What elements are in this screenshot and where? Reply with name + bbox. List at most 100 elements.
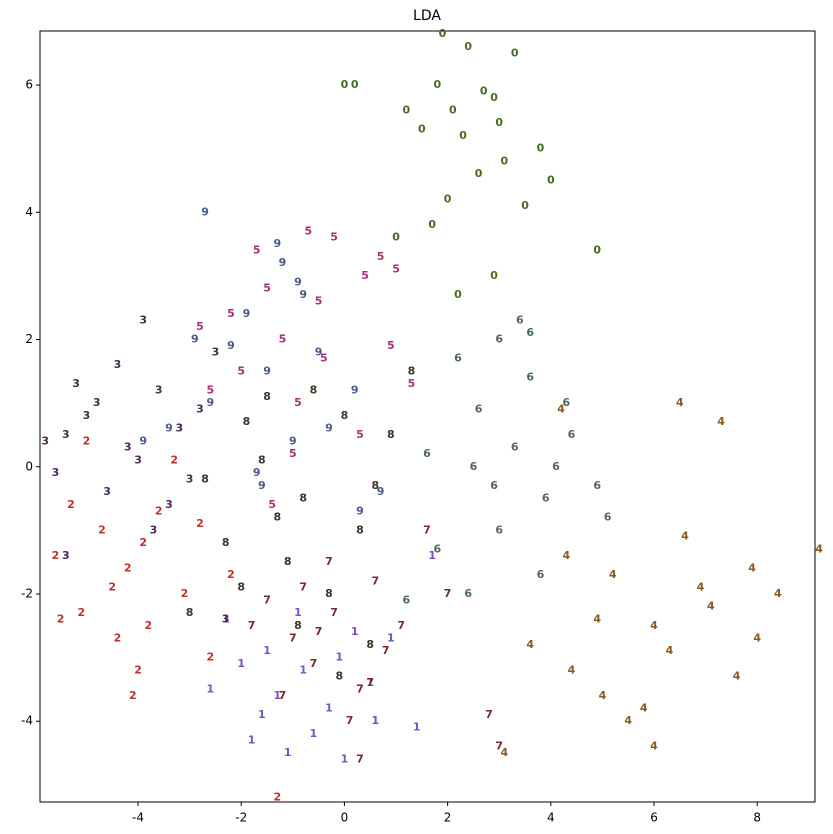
point-label: 4: [562, 549, 570, 562]
point-label: 8: [201, 472, 209, 485]
point-label: 4: [650, 740, 658, 753]
point-label: 1: [258, 708, 266, 721]
point-label: 6: [552, 460, 560, 473]
point-label: 8: [335, 670, 343, 683]
point-label: 0: [480, 84, 488, 97]
point-label: 7: [397, 619, 405, 632]
point-label: 5: [268, 498, 276, 511]
point-label: 4: [707, 600, 715, 613]
point-label: 4: [640, 701, 648, 714]
point-label: 0: [459, 129, 467, 142]
point-label: 6: [464, 587, 472, 600]
point-label: 0: [444, 193, 452, 206]
x-tick-label: 0: [341, 811, 349, 825]
point-label: 7: [366, 676, 374, 689]
point-label: 1: [310, 727, 318, 740]
point-label: 2: [274, 791, 282, 804]
point-label: 4: [774, 587, 782, 600]
point-label: 2: [206, 651, 214, 664]
point-label: 3: [155, 383, 163, 396]
y-tick-label: 2: [25, 332, 33, 346]
point-label: 9: [351, 383, 359, 396]
point-label: 2: [83, 434, 91, 447]
y-tick-label: 0: [25, 459, 33, 473]
chart-title: LDA: [413, 8, 441, 24]
point-label: 4: [650, 619, 658, 632]
point-label: 0: [521, 199, 529, 212]
point-label: 3: [134, 453, 142, 466]
point-label: 9: [243, 307, 251, 320]
point-label: 3: [62, 549, 70, 562]
point-label: 0: [418, 123, 426, 136]
point-label: 5: [304, 224, 312, 237]
point-label: 6: [454, 352, 462, 365]
point-label: 7: [495, 740, 503, 753]
point-label: 6: [526, 371, 534, 384]
point-label: 4: [557, 403, 565, 416]
point-label: 5: [206, 383, 214, 396]
point-label: 1: [299, 663, 307, 676]
point-label: 4: [717, 415, 725, 428]
point-label: 4: [666, 644, 674, 657]
point-label: 8: [263, 390, 271, 403]
point-label: 8: [310, 383, 318, 396]
y-tick-label: -2: [21, 586, 33, 600]
point-label: 9: [258, 479, 266, 492]
point-label: 6: [403, 593, 411, 606]
point-label: 5: [253, 243, 261, 256]
point-label: 5: [320, 352, 328, 365]
point-label: 6: [433, 542, 441, 555]
point-label: 8: [356, 523, 364, 536]
point-label: 8: [274, 511, 282, 524]
point-label: 0: [433, 78, 441, 91]
point-label: 5: [408, 377, 416, 390]
point-label: 5: [294, 396, 302, 409]
point-label: 3: [93, 396, 101, 409]
point-label: 3: [175, 422, 183, 435]
point-label: 2: [181, 587, 189, 600]
point-label: 6: [475, 403, 483, 416]
point-label: 3: [139, 313, 147, 326]
point-label: 8: [284, 555, 292, 568]
point-label: 6: [604, 511, 612, 524]
point-label: 7: [346, 714, 354, 727]
point-label: 5: [263, 282, 271, 295]
point-label: 7: [248, 619, 256, 632]
point-label: 1: [351, 625, 359, 638]
point-label: 0: [341, 78, 349, 91]
point-label: 6: [593, 479, 601, 492]
point-label: 5: [279, 333, 287, 346]
point-label: 6: [526, 326, 534, 339]
point-label: 2: [124, 562, 132, 575]
point-label: 6: [490, 479, 498, 492]
point-label: 2: [145, 619, 153, 632]
point-label: 7: [423, 523, 431, 536]
point-label: 0: [351, 78, 359, 91]
point-label: 8: [408, 364, 416, 377]
point-label: 8: [325, 587, 333, 600]
point-label: 9: [315, 345, 323, 358]
point-label: 8: [341, 409, 349, 422]
point-label: 4: [697, 581, 705, 594]
point-label: 8: [186, 606, 194, 619]
y-tick-label: 6: [25, 78, 33, 92]
point-label: 4: [568, 663, 576, 676]
point-label: 2: [196, 517, 204, 530]
point-label: 1: [335, 651, 343, 664]
point-label: 3: [150, 523, 158, 536]
point-label: 9: [274, 237, 282, 250]
point-label: 5: [392, 263, 400, 276]
point-label: 1: [294, 606, 302, 619]
point-label: 1: [387, 632, 395, 645]
x-tick-label: 6: [650, 811, 658, 825]
point-label: 1: [222, 612, 230, 625]
point-label: 8: [372, 479, 380, 492]
point-label: 6: [423, 447, 431, 460]
x-tick-label: -2: [235, 811, 247, 825]
point-label: 1: [428, 549, 436, 562]
point-label: 6: [542, 492, 550, 505]
point-label: 0: [449, 104, 457, 117]
point-label: 4: [815, 542, 823, 555]
point-label: 7: [330, 606, 338, 619]
point-label: 5: [356, 428, 364, 441]
